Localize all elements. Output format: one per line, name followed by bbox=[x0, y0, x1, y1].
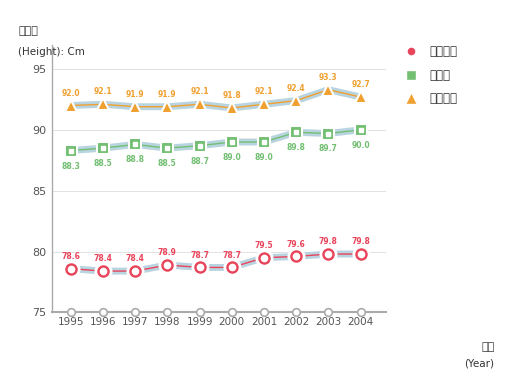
Text: 92.1: 92.1 bbox=[94, 87, 112, 96]
Text: 88.3: 88.3 bbox=[61, 161, 80, 170]
Text: 78.4: 78.4 bbox=[126, 254, 145, 263]
Text: 90.0: 90.0 bbox=[351, 141, 370, 150]
Text: 92.1: 92.1 bbox=[190, 87, 209, 96]
Text: 78.7: 78.7 bbox=[222, 250, 241, 260]
Text: 79.8: 79.8 bbox=[351, 237, 370, 246]
Legend: 초등학교, 중학교, 고등학교: 초등학교, 중학교, 고등학교 bbox=[399, 45, 457, 105]
Text: 88.7: 88.7 bbox=[190, 157, 209, 166]
Text: 91.8: 91.8 bbox=[222, 91, 241, 100]
Text: 78.9: 78.9 bbox=[158, 248, 177, 257]
Text: 79.6: 79.6 bbox=[287, 240, 305, 248]
Text: 89.7: 89.7 bbox=[319, 144, 338, 154]
Text: (Height): Cm: (Height): Cm bbox=[18, 47, 85, 57]
Text: 92.7: 92.7 bbox=[351, 80, 370, 89]
Text: 78.6: 78.6 bbox=[61, 252, 80, 261]
Text: 93.3: 93.3 bbox=[319, 73, 338, 82]
Text: 89.0: 89.0 bbox=[254, 153, 273, 162]
Text: 79.8: 79.8 bbox=[319, 237, 338, 246]
Text: (Year): (Year) bbox=[465, 358, 494, 368]
Text: 연도: 연도 bbox=[481, 341, 494, 352]
Text: 78.4: 78.4 bbox=[94, 254, 112, 263]
Text: 92.4: 92.4 bbox=[287, 84, 305, 93]
Text: 88.8: 88.8 bbox=[126, 155, 145, 164]
Text: 89.8: 89.8 bbox=[287, 143, 305, 152]
Text: 않은키: 않은키 bbox=[18, 26, 38, 36]
Text: 89.0: 89.0 bbox=[222, 153, 241, 162]
Text: 88.5: 88.5 bbox=[94, 159, 112, 168]
Text: 92.0: 92.0 bbox=[61, 89, 80, 97]
Text: 79.5: 79.5 bbox=[254, 241, 273, 250]
Text: 91.9: 91.9 bbox=[126, 90, 145, 99]
Text: 92.1: 92.1 bbox=[254, 87, 273, 96]
Text: 88.5: 88.5 bbox=[158, 159, 177, 168]
Text: 78.7: 78.7 bbox=[190, 250, 209, 260]
Text: 91.9: 91.9 bbox=[158, 90, 177, 99]
